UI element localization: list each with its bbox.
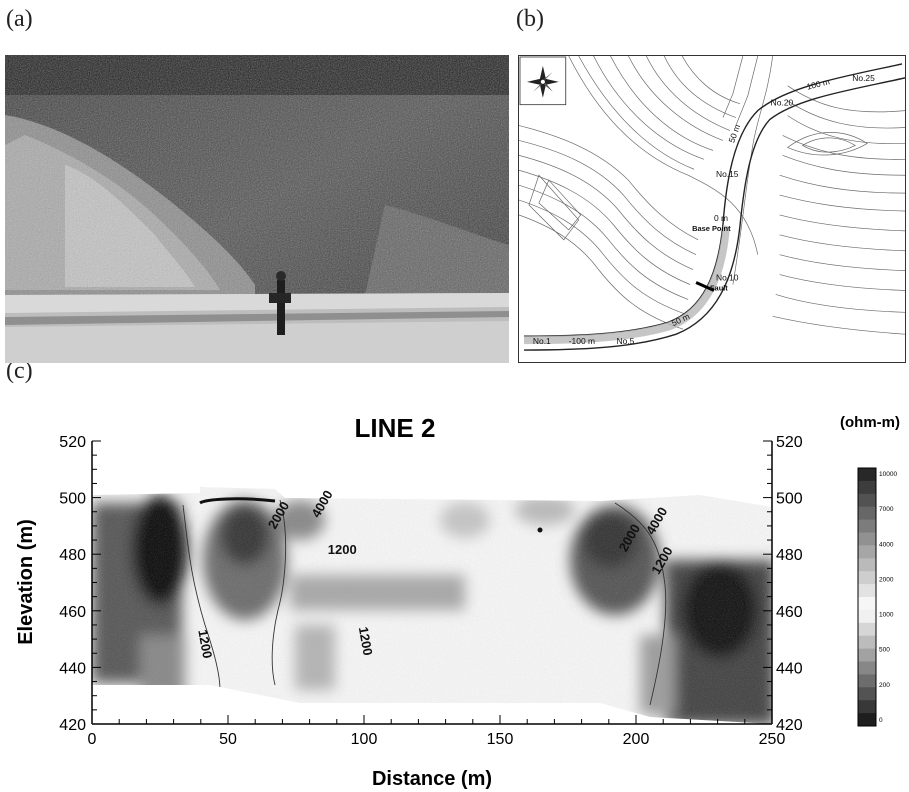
y-tick-label-left: 480 — [59, 547, 86, 564]
colorbar-level: 1000 — [879, 612, 894, 619]
y-tick-label-left: 440 — [59, 660, 86, 677]
colorbar-swatch — [858, 597, 876, 611]
colorbar-swatch — [858, 480, 876, 495]
resistivity-section: LINE 2 4000 2000 120 — [15, 413, 900, 790]
colorbar-swatch — [858, 506, 876, 521]
colorbar-level: 10000 — [879, 471, 897, 478]
colorbar-swatch — [858, 713, 876, 727]
station-label: No.15 — [716, 169, 739, 179]
distance-label: 50 m — [726, 123, 742, 144]
y-tick-label-right: 480 — [776, 547, 803, 564]
y-tick-label-left: 520 — [59, 434, 86, 451]
colorbar-swatch — [858, 519, 876, 533]
y-tick-label-left: 460 — [59, 604, 86, 621]
colorbar-swatch — [858, 468, 876, 482]
y-axis-label: Elevation (m) — [15, 519, 37, 645]
contour-label: 1200 — [356, 626, 376, 657]
colorbar-swatch — [858, 661, 876, 675]
colorbar-swatch — [858, 584, 876, 598]
colorbar-unit: (ohm-m) — [840, 414, 900, 431]
colorbar-level: 500 — [879, 647, 890, 654]
colorbar-level: 7000 — [879, 506, 894, 513]
distance-label: 100 m — [806, 76, 831, 91]
y-tick-label-right: 460 — [776, 604, 803, 621]
y-tick-label-right: 420 — [776, 717, 803, 734]
colorbar-swatch — [858, 545, 876, 559]
colorbar-swatch — [858, 700, 876, 714]
colorbar-level: 200 — [879, 682, 890, 689]
panel-label-b: (b) — [516, 6, 544, 32]
station-label: No.10 — [716, 273, 739, 283]
colorbar-swatch — [858, 571, 876, 585]
colorbar-swatch — [858, 648, 876, 662]
x-tick-label: 100 — [351, 731, 378, 748]
x-axis-label: Distance (m) — [372, 768, 492, 790]
colorbar-swatch — [858, 609, 876, 624]
colorbar-swatch — [858, 622, 876, 637]
panel-label-a: (a) — [6, 6, 33, 32]
y-tick-label-left: 420 — [59, 717, 86, 734]
x-tick-label: 250 — [759, 731, 786, 748]
station-label: No.25 — [852, 73, 875, 83]
station-label: No.5 — [616, 336, 634, 346]
colorbar-swatch — [858, 493, 876, 508]
compass-icon — [526, 65, 559, 98]
colorbar-frame — [857, 467, 877, 727]
x-tick-label: 0 — [88, 731, 97, 748]
resistivity-field — [92, 487, 772, 724]
distance-label: -100 m — [569, 336, 595, 346]
station-label: No.1 — [533, 336, 551, 346]
x-tick-label: 200 — [623, 731, 650, 748]
colorbar-level: 0 — [879, 717, 883, 724]
fault-label: Fault — [710, 283, 728, 292]
colorbar-swatch — [858, 687, 876, 701]
topographic-map: No.25 No.20 No.15 No.10 No.5 No.1 100 m … — [518, 55, 906, 363]
outcrop-photo — [5, 55, 509, 363]
x-tick-label: 50 — [219, 731, 237, 748]
y-tick-label-right: 500 — [776, 491, 803, 508]
y-tick-label-left: 500 — [59, 491, 86, 508]
base-point-label: Base Point — [692, 224, 731, 233]
colorbar-swatch — [858, 558, 876, 572]
colorbar-swatch — [858, 674, 876, 688]
chart-title: LINE 2 — [355, 413, 436, 443]
contour-label: 1200 — [195, 628, 215, 659]
colorbar-swatch — [858, 635, 876, 650]
y-tick-label-right: 520 — [776, 434, 803, 451]
colorbar-level: 2000 — [879, 576, 894, 583]
x-tick-label: 150 — [487, 731, 514, 748]
colorbar-level: 4000 — [879, 541, 894, 548]
station-label: No.20 — [771, 98, 794, 108]
y-tick-label-right: 440 — [776, 660, 803, 677]
contour-label: 1200 — [328, 542, 357, 557]
distance-label: 0 m — [714, 213, 728, 223]
colorbar-swatch — [858, 532, 876, 546]
